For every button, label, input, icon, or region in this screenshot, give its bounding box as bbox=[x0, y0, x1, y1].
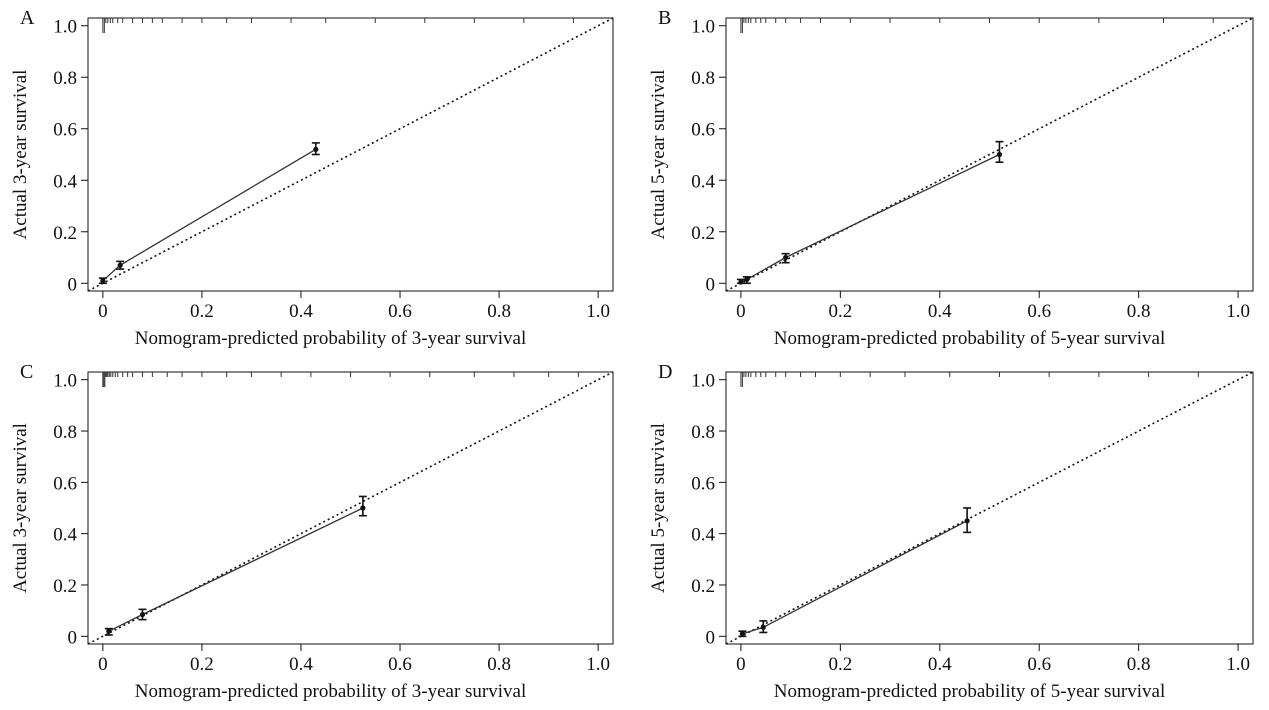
x-tick-label: 0.2 bbox=[828, 301, 852, 322]
y-tick-label: 0.8 bbox=[53, 422, 77, 443]
y-axis-label: Actual 5-year survival bbox=[648, 423, 669, 593]
calibration-point bbox=[106, 628, 112, 634]
y-tick-label: 0.4 bbox=[53, 171, 77, 192]
calibration-point bbox=[100, 278, 106, 284]
y-tick-label: 0.8 bbox=[53, 68, 77, 89]
plot-frame bbox=[87, 17, 614, 292]
y-axis-label: Actual 5-year survival bbox=[648, 70, 669, 240]
x-tick-label: 0 bbox=[736, 654, 746, 675]
y-tick-label: 1.0 bbox=[691, 17, 715, 38]
y-tick-label: 0 bbox=[68, 627, 78, 648]
x-tick-label: 0.4 bbox=[289, 301, 313, 322]
reference-diagonal bbox=[725, 371, 1254, 645]
x-tick-label: 0 bbox=[98, 301, 108, 322]
x-axis-label: Nomogram-predicted probability of 5-year… bbox=[774, 328, 1166, 349]
x-tick-label: 0.8 bbox=[1127, 301, 1151, 322]
x-axis-label: Nomogram-predicted probability of 5-year… bbox=[774, 681, 1166, 702]
panel-label: C bbox=[20, 361, 33, 383]
calibration-point bbox=[996, 151, 1003, 158]
y-tick-label: 0.2 bbox=[53, 576, 77, 597]
reference-diagonal bbox=[725, 17, 1254, 292]
calibration-point bbox=[760, 624, 766, 630]
calibration-line bbox=[108, 507, 364, 632]
panel-b: B 0 0.2 0.4 0.6 0.8 1.0 0 0.2 0.4 0.6 0.8 1.0 Nomogra… bbox=[648, 7, 1254, 349]
y-tick-label: 0.4 bbox=[53, 525, 77, 546]
x-tick-label: 0.2 bbox=[190, 301, 214, 322]
y-tick-label: 0.4 bbox=[691, 171, 715, 192]
x-axis-label: Nomogram-predicted probability of 3-year… bbox=[135, 328, 527, 349]
y-tick-label: 0.2 bbox=[691, 223, 715, 244]
x-tick-label: 0.2 bbox=[828, 654, 852, 675]
y-axis-label: Actual 3-year survival bbox=[10, 423, 31, 593]
calibration-point bbox=[744, 276, 750, 283]
y-tick-label: 0.6 bbox=[691, 120, 715, 141]
y-tick-label: 0 bbox=[706, 627, 716, 648]
calibration-point bbox=[360, 505, 366, 511]
y-tick-label: 1.0 bbox=[53, 17, 77, 38]
y-tick-label: 0.2 bbox=[53, 223, 77, 244]
y-tick-label: 0.8 bbox=[691, 422, 715, 443]
y-tick-label: 0 bbox=[706, 274, 716, 295]
x-tick-label: 0 bbox=[98, 654, 108, 675]
panel-label: D bbox=[658, 361, 672, 383]
y-tick-label: 0.6 bbox=[53, 473, 77, 494]
panel-a: A 0 0.2 0.4 0.6 0.8 1.0 0 0.2 0.4 0.6 0.8 1.0 Nomogra… bbox=[10, 7, 614, 349]
x-tick-label: 1.0 bbox=[1226, 654, 1250, 675]
x-axis-label: Nomogram-predicted probability of 3-year… bbox=[135, 681, 527, 702]
x-tick-label: 0.6 bbox=[1027, 654, 1051, 675]
x-tick-label: 0 bbox=[736, 301, 746, 322]
y-tick-label: 1.0 bbox=[691, 371, 715, 392]
panel-c: C 0 0.2 0.4 0.6 0.8 1.0 0 0.2 0.4 0.6 0.8 1.0 Nomogra… bbox=[10, 361, 614, 702]
calibration-point bbox=[739, 631, 746, 637]
y-tick-label: 1.0 bbox=[53, 371, 77, 392]
x-tick-label: 0.4 bbox=[928, 654, 952, 675]
calibration-point bbox=[313, 146, 319, 152]
calibration-point bbox=[738, 279, 744, 285]
plot-frame bbox=[725, 371, 1254, 645]
x-tick-label: 0.6 bbox=[388, 301, 412, 322]
x-tick-label: 0.6 bbox=[388, 654, 412, 675]
calibration-point bbox=[964, 518, 970, 524]
reference-diagonal bbox=[87, 17, 614, 292]
x-tick-label: 1.0 bbox=[1226, 301, 1250, 322]
y-tick-label: 0.6 bbox=[691, 473, 715, 494]
x-tick-label: 0.8 bbox=[1127, 654, 1151, 675]
calibration-point bbox=[783, 254, 789, 261]
x-tick-label: 0.4 bbox=[928, 301, 952, 322]
calibration-line bbox=[102, 148, 317, 282]
x-tick-label: 0.6 bbox=[1027, 301, 1051, 322]
y-axis-label: Actual 3-year survival bbox=[10, 70, 31, 240]
calibration-point bbox=[117, 262, 123, 268]
x-tick-label: 1.0 bbox=[586, 654, 610, 675]
panel-d: D 0 0.2 0.4 0.6 0.8 1.0 0 0.2 0.4 0.6 0.8 1.0 Nomogra… bbox=[648, 361, 1254, 702]
calibration-line bbox=[740, 153, 1000, 283]
y-tick-label: 0.6 bbox=[53, 120, 77, 141]
x-tick-label: 0.2 bbox=[190, 654, 214, 675]
x-tick-label: 1.0 bbox=[586, 301, 610, 322]
x-tick-label: 0.4 bbox=[289, 654, 313, 675]
panel-label: A bbox=[20, 7, 35, 29]
calibration-point bbox=[139, 611, 146, 618]
y-tick-label: 0.8 bbox=[691, 68, 715, 89]
y-tick-label: 0.4 bbox=[691, 525, 715, 546]
y-tick-label: 0.2 bbox=[691, 576, 715, 597]
x-tick-label: 0.8 bbox=[487, 301, 511, 322]
x-tick-label: 0.8 bbox=[487, 654, 511, 675]
panel-label: B bbox=[658, 7, 671, 29]
y-tick-label: 0 bbox=[68, 274, 78, 295]
reference-diagonal bbox=[87, 371, 614, 645]
